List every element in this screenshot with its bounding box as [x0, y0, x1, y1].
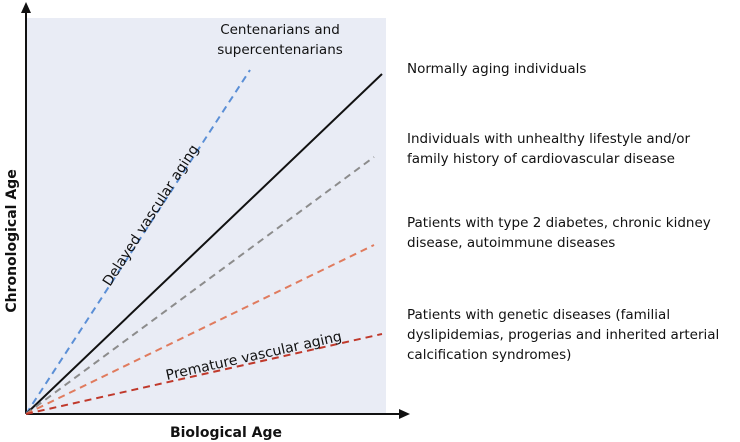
y-axis-title: Chronological Age	[4, 169, 20, 312]
normal-aging-line	[25, 73, 383, 415]
x-axis-arrow-icon	[399, 409, 410, 419]
centenarians-line	[25, 69, 251, 415]
unhealthy-lifestyle-label: Individuals with unhealthy lifestyle and…	[407, 131, 691, 167]
y-axis-arrow-icon	[21, 2, 31, 13]
genetic-diseases-label: Patients with genetic diseases (familial…	[407, 307, 720, 363]
x-axis-title: Biological Age	[170, 425, 282, 441]
plot-background	[26, 18, 386, 414]
genetic-diseases-line	[25, 333, 383, 415]
diabetes-ckd-label: Patients with type 2 diabetes, chronic k…	[407, 215, 711, 251]
centenarians-label: Centenarians and supercentenarians	[217, 22, 343, 58]
normal-aging-label: Normally aging individuals	[407, 61, 587, 77]
diabetes-ckd-line	[25, 244, 375, 415]
unhealthy-lifestyle-line	[25, 156, 375, 415]
